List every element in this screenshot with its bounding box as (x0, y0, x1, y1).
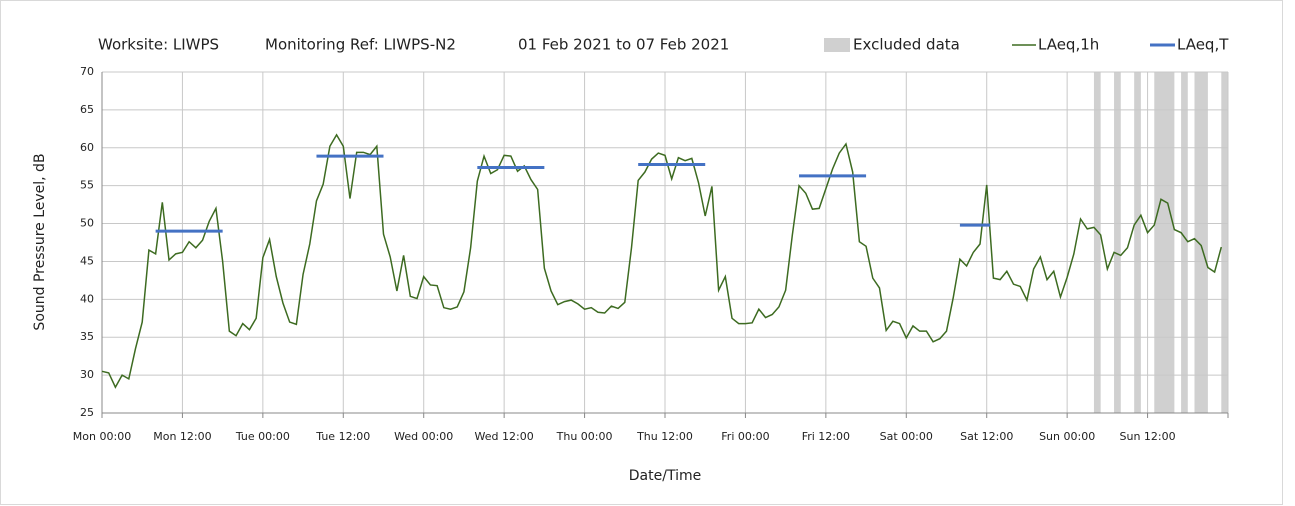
excluded-band (1114, 72, 1121, 413)
y-tick-label: 45 (80, 254, 94, 267)
x-tick-label: Thu 12:00 (636, 430, 693, 443)
excluded-band (1181, 72, 1188, 413)
excluded-band (1194, 72, 1208, 413)
title-dates: 01 Feb 2021 to 07 Feb 2021 (518, 36, 729, 54)
y-tick-label: 35 (80, 330, 94, 343)
x-tick-label: Sat 00:00 (880, 430, 933, 443)
x-tick-label: Sun 00:00 (1039, 430, 1095, 443)
x-tick-label: Sat 12:00 (960, 430, 1013, 443)
title-site: Worksite: LIWPS (98, 36, 219, 54)
y-tick-label: 30 (80, 368, 94, 381)
excluded-band (1134, 72, 1141, 413)
x-tick-label: Mon 12:00 (153, 430, 211, 443)
excluded-band (1221, 72, 1228, 413)
y-tick-label: 70 (80, 65, 94, 78)
x-axis-label: Date/Time (629, 468, 701, 484)
y-axis-label: Sound Pressure Level, dB (32, 153, 48, 330)
x-tick-label: Fri 12:00 (802, 430, 850, 443)
x-tick-label: Sun 12:00 (1120, 430, 1176, 443)
y-tick-label: 55 (80, 179, 94, 192)
x-tick-label: Tue 12:00 (315, 430, 370, 443)
y-tick-label: 25 (80, 406, 94, 419)
x-tick-label: Fri 00:00 (721, 430, 769, 443)
y-tick-label: 50 (80, 217, 94, 230)
x-tick-label: Mon 00:00 (73, 430, 131, 443)
y-tick-label: 40 (80, 292, 94, 305)
title-ref: Monitoring Ref: LIWPS-N2 (265, 36, 456, 54)
legend-label: LAeq,1h (1038, 36, 1099, 54)
legend-swatch (824, 38, 850, 52)
excluded-band (1154, 72, 1175, 413)
legend-label: Excluded data (853, 36, 960, 54)
x-tick-label: Wed 12:00 (475, 430, 534, 443)
x-tick-label: Tue 00:00 (235, 430, 290, 443)
x-tick-label: Wed 00:00 (394, 430, 453, 443)
x-tick-label: Thu 00:00 (556, 430, 613, 443)
y-tick-label: 65 (80, 103, 94, 116)
y-tick-label: 60 (80, 141, 94, 154)
legend-label: LAeq,T (1177, 36, 1229, 54)
line-laeq-1h (101, 133, 1223, 389)
excluded-band (1093, 72, 1101, 413)
